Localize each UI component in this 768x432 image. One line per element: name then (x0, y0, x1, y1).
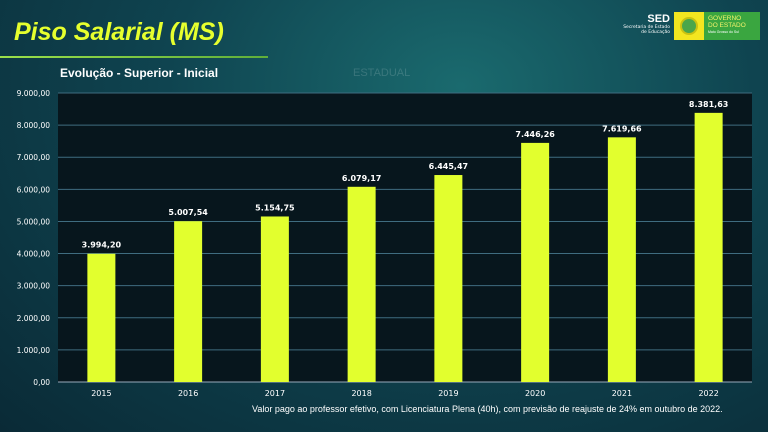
sed-logo-sub2: de Educação (641, 30, 670, 35)
x-tick-label: 2018 (351, 389, 371, 398)
bar (607, 137, 636, 382)
plot-area (58, 93, 752, 382)
gov-line2: DO ESTADO (708, 22, 746, 29)
y-tick-label: 4.000,00 (17, 250, 51, 259)
bar (260, 216, 289, 382)
title-underline (0, 56, 268, 58)
data-label: 8.381,63 (689, 100, 728, 109)
y-tick-label: 8.000,00 (17, 121, 51, 130)
bar (694, 112, 723, 383)
sed-logo: SED Secretaria de Estado de Educação (616, 13, 670, 35)
bar (521, 142, 550, 382)
data-label: 7.619,66 (602, 124, 642, 133)
gov-line1: GOVERNO (708, 15, 742, 22)
data-label: 6.079,17 (342, 174, 381, 183)
data-label: 5.007,54 (168, 208, 208, 217)
data-label: 6.445,47 (429, 162, 468, 171)
y-tick-label: 1.000,00 (17, 346, 51, 355)
data-label: 5.154,75 (255, 203, 295, 212)
x-tick-label: 2021 (612, 389, 632, 398)
chart-title: Evolução - Superior - Inicial (60, 66, 219, 80)
x-tick-label: 2020 (525, 389, 545, 398)
x-tick-label: 2019 (438, 389, 458, 398)
faint-label: ESTADUAL (353, 67, 411, 79)
y-tick-label: 0,00 (33, 378, 50, 387)
y-tick-label: 5.000,00 (17, 217, 51, 226)
state-emblem-icon (674, 12, 704, 40)
y-tick-label: 6.000,00 (17, 185, 51, 194)
sed-logo-sub1: Secretaria de Estado (623, 25, 670, 30)
x-tick-label: 2017 (265, 389, 285, 398)
page-title: Piso Salarial (MS) (14, 18, 224, 46)
bar (434, 175, 463, 382)
government-logo: GOVERNO DO ESTADO Mato Grosso do Sul (674, 12, 760, 40)
data-label: 7.446,26 (515, 130, 555, 139)
x-tick-label: 2022 (698, 389, 718, 398)
y-tick-label: 2.000,00 (17, 314, 51, 323)
data-label: 3.994,20 (82, 241, 122, 250)
y-tick-label: 3.000,00 (17, 282, 51, 291)
sed-logo-name: SED (647, 13, 670, 25)
bar (347, 186, 376, 382)
y-tick-label: 9.000,00 (17, 89, 51, 98)
gov-line3: Mato Grosso do Sul (708, 30, 739, 34)
bar (174, 221, 203, 382)
x-tick-label: 2016 (178, 389, 198, 398)
footer-note: Valor pago ao professor efetivo, com Lic… (252, 404, 723, 414)
y-tick-label: 7.000,00 (17, 153, 51, 162)
x-tick-label: 2015 (91, 389, 111, 398)
bar (87, 253, 116, 382)
